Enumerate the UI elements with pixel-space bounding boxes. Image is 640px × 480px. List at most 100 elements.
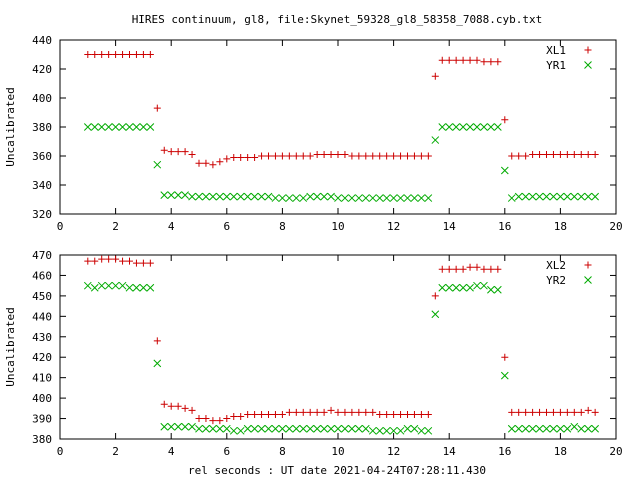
data-point	[264, 424, 273, 433]
data-point	[84, 51, 92, 58]
y-tick-label: 420	[32, 351, 52, 364]
data-point	[257, 192, 266, 201]
data-point	[188, 151, 196, 159]
data-point	[90, 123, 99, 131]
data-point	[90, 283, 99, 292]
legend-marker	[584, 61, 592, 69]
data-point	[452, 283, 461, 292]
data-point	[584, 151, 592, 159]
data-point	[251, 410, 259, 418]
data-point	[354, 194, 363, 202]
data-point	[160, 191, 169, 200]
data-point	[452, 265, 460, 273]
data-point	[529, 151, 537, 159]
data-point	[299, 152, 307, 160]
data-point	[306, 192, 315, 201]
data-point	[375, 426, 384, 435]
data-point	[306, 408, 314, 416]
data-point	[584, 406, 592, 414]
data-point	[327, 192, 335, 201]
data-point	[382, 426, 391, 435]
data-point	[368, 426, 377, 435]
data-point	[146, 259, 154, 267]
data-point	[285, 424, 294, 433]
data-point	[577, 192, 586, 201]
y-tick-label: 360	[32, 150, 52, 163]
data-point	[410, 152, 418, 160]
data-point	[271, 424, 280, 433]
legend-label: YR1	[546, 59, 566, 72]
data-point	[334, 424, 342, 433]
data-point	[348, 408, 356, 416]
data-point	[563, 424, 572, 433]
data-point	[334, 151, 342, 159]
series-XL2	[84, 255, 599, 425]
data-point	[431, 72, 439, 80]
data-point	[361, 194, 370, 202]
data-point	[410, 424, 419, 433]
data-point	[327, 151, 335, 159]
data-point	[508, 152, 516, 160]
data-point	[397, 152, 405, 160]
y-tick-label: 320	[32, 208, 52, 221]
data-point	[174, 402, 182, 410]
x-tick-label: 12	[387, 445, 400, 458]
data-point	[494, 58, 502, 66]
data-point	[445, 265, 453, 273]
data-point	[111, 123, 120, 131]
data-point	[591, 151, 599, 159]
legend-marker	[584, 261, 592, 269]
data-point	[369, 152, 377, 160]
data-point	[528, 424, 537, 433]
data-point	[181, 191, 189, 200]
data-point	[167, 402, 175, 410]
data-point	[285, 194, 294, 202]
data-point	[459, 265, 467, 273]
data-point	[258, 152, 266, 160]
data-point	[480, 265, 488, 273]
data-point	[132, 123, 141, 131]
data-point	[480, 123, 488, 131]
data-point	[146, 123, 155, 131]
data-point	[417, 410, 425, 418]
x-tick-label: 0	[57, 220, 64, 233]
data-point	[549, 192, 558, 201]
data-point	[209, 424, 217, 433]
data-point	[105, 255, 113, 263]
data-point	[334, 194, 342, 202]
data-point	[126, 257, 133, 265]
data-point	[174, 148, 182, 156]
data-point	[570, 408, 578, 416]
data-point	[126, 51, 133, 58]
data-point	[174, 191, 183, 200]
data-point	[223, 415, 231, 423]
data-point	[341, 424, 349, 433]
data-point	[376, 152, 384, 160]
data-point	[243, 192, 252, 201]
x-tick-label: 18	[554, 220, 567, 233]
data-point	[313, 424, 322, 433]
data-point	[188, 422, 196, 431]
data-point	[195, 192, 203, 201]
data-point	[167, 191, 176, 200]
data-point	[160, 146, 168, 154]
data-point	[556, 424, 565, 433]
data-point	[334, 408, 342, 416]
data-point	[508, 408, 516, 416]
data-point	[313, 408, 321, 416]
data-point	[570, 151, 578, 159]
data-point	[369, 408, 377, 416]
data-point	[216, 417, 224, 425]
data-point	[202, 159, 210, 167]
data-point	[320, 424, 328, 433]
data-point	[167, 422, 176, 431]
data-point	[202, 415, 210, 423]
data-point	[355, 152, 363, 160]
data-point	[522, 152, 530, 160]
data-point	[383, 152, 391, 160]
data-point	[397, 410, 405, 418]
data-point	[320, 151, 328, 159]
data-point	[591, 192, 600, 201]
data-point	[549, 408, 557, 416]
data-point	[362, 152, 370, 160]
